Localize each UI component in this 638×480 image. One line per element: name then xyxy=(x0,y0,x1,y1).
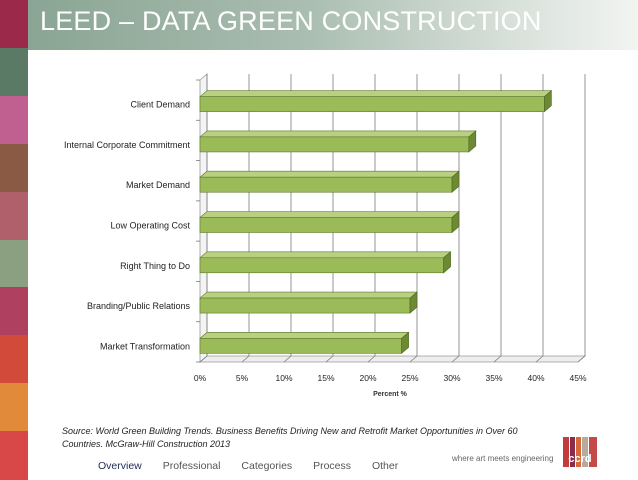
gridline-floor xyxy=(409,355,418,363)
bar-chart: Client Demand Internal Corporate Commitme… xyxy=(64,73,587,398)
bar-side-face xyxy=(443,251,451,274)
title-bar xyxy=(28,0,638,50)
x-tick-label: 25% xyxy=(401,373,418,383)
bar-top-face xyxy=(199,291,418,299)
logo-stripe-4 xyxy=(582,437,588,467)
x-tick-label: 15% xyxy=(317,373,334,383)
strip-block xyxy=(0,431,28,480)
strip-block xyxy=(0,287,28,337)
chart-floor xyxy=(198,355,587,363)
logo-stripe-1 xyxy=(563,437,569,467)
bar-top-face xyxy=(199,90,553,97)
bar xyxy=(199,96,545,112)
bar-side-face xyxy=(409,291,418,314)
gridline-floor xyxy=(283,355,292,363)
bar-top-face xyxy=(199,211,460,218)
bar-top-face xyxy=(199,170,460,178)
decorative-color-strip xyxy=(0,0,28,480)
logo-stripe-5 xyxy=(589,437,597,467)
category-label: Low Operating Cost xyxy=(110,221,190,231)
tagline: where art meets engineering xyxy=(452,454,554,463)
nav-professional[interactable]: Professional xyxy=(162,460,221,472)
x-tick-label: 30% xyxy=(443,373,460,383)
x-axis-label: Percent % xyxy=(373,391,408,398)
chart-bars xyxy=(199,89,553,355)
nav-process[interactable]: Process xyxy=(313,460,352,472)
category-label: Right Thing to Do xyxy=(120,261,190,271)
bar xyxy=(199,297,411,314)
x-tick-label: 40% xyxy=(527,373,544,383)
strip-block xyxy=(0,383,28,433)
category-label: Client Demand xyxy=(130,100,190,110)
x-tick-label: 20% xyxy=(359,373,376,383)
gridline-floor xyxy=(367,355,376,363)
bar-top-face xyxy=(199,251,452,259)
gridline-floor xyxy=(493,355,502,363)
nav-overview[interactable]: Overview xyxy=(98,460,142,472)
footer-nav: Overview Professional Categories Process… xyxy=(98,460,416,472)
strip-block xyxy=(0,239,28,289)
bar-top-face xyxy=(199,130,477,138)
chart-x-ticks: 0% 5% 10% 15% 20% 25% 30% 35% 40% 45% xyxy=(194,373,587,383)
x-tick-label: 45% xyxy=(569,373,586,383)
gridline-floor xyxy=(451,355,460,363)
bar xyxy=(199,217,453,233)
bar-side-face xyxy=(451,210,460,234)
source-line-1: Source: World Green Building Trends. Bus… xyxy=(62,426,518,436)
strip-block xyxy=(0,335,28,385)
bar xyxy=(199,338,402,354)
bar-side-face xyxy=(544,89,552,113)
strip-block xyxy=(0,95,28,145)
logo-stripe-2 xyxy=(570,437,575,467)
bar-side-face xyxy=(468,130,477,153)
gridline-floor xyxy=(199,355,208,363)
strip-block xyxy=(0,47,28,97)
bar-side-face xyxy=(401,331,409,355)
ccrd-logo: ccrd xyxy=(563,437,597,467)
gridline-floor xyxy=(325,355,334,363)
chart-category-labels: Client Demand Internal Corporate Commitme… xyxy=(64,100,191,352)
category-label: Market Demand xyxy=(126,180,190,190)
bar xyxy=(199,257,444,274)
category-label: Branding/Public Relations xyxy=(87,301,191,311)
bar-top-face xyxy=(199,332,410,339)
category-label: Market Transformation xyxy=(100,341,190,351)
x-tick-label: 5% xyxy=(236,373,249,383)
bar-side-face xyxy=(451,170,460,193)
gridline-floor xyxy=(241,355,250,363)
source-citation: Source: World Green Building Trends. Bus… xyxy=(62,425,532,451)
gridline-floor xyxy=(535,355,544,363)
gridline-floor xyxy=(577,355,586,363)
strip-block xyxy=(0,0,28,49)
nav-categories[interactable]: Categories xyxy=(241,460,293,472)
strip-block xyxy=(0,143,28,193)
logo-text: ccrd xyxy=(568,453,591,465)
strip-block xyxy=(0,191,28,241)
logo-stripe-3 xyxy=(576,437,581,467)
bar xyxy=(199,176,453,193)
nav-other[interactable]: Other xyxy=(371,460,399,472)
page-title: LEED – DATA GREEN CONSTRUCTION xyxy=(40,6,542,36)
source-line-2: Countries. McGraw-Hill Construction 2013 xyxy=(62,439,231,449)
bar xyxy=(199,136,470,153)
x-tick-label: 0% xyxy=(194,373,207,383)
category-label: Internal Corporate Commitment xyxy=(64,140,191,150)
x-tick-label: 10% xyxy=(275,373,292,383)
x-tick-label: 35% xyxy=(485,373,502,383)
